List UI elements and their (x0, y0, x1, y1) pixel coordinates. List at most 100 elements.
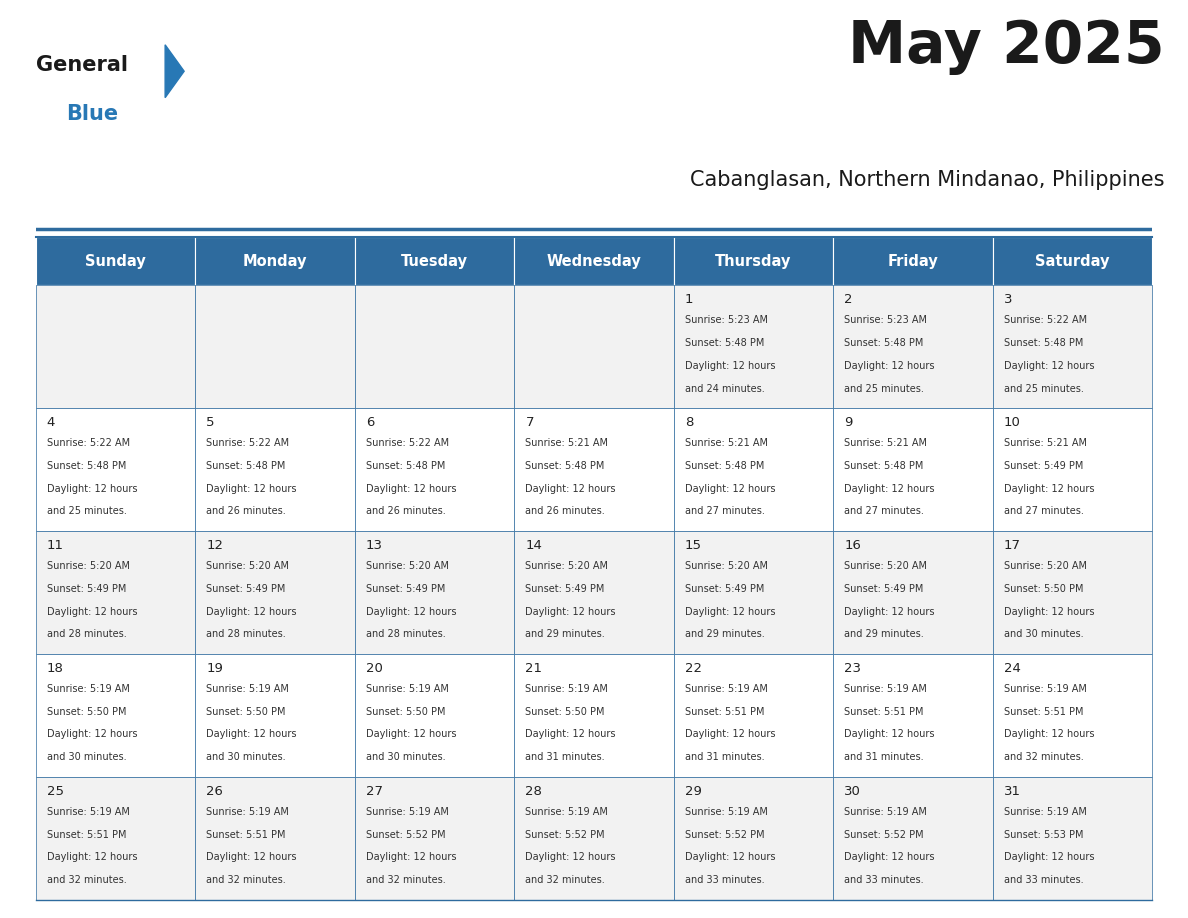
Text: Sunrise: 5:19 AM: Sunrise: 5:19 AM (685, 807, 767, 817)
Text: 7: 7 (525, 416, 533, 429)
Text: Sunset: 5:51 PM: Sunset: 5:51 PM (845, 707, 924, 717)
Text: Sunrise: 5:21 AM: Sunrise: 5:21 AM (525, 438, 608, 448)
Text: 27: 27 (366, 785, 383, 798)
Bar (674, 531, 833, 654)
Bar (355, 777, 514, 900)
Bar (36, 654, 195, 777)
Bar (514, 654, 674, 777)
Text: Daylight: 12 hours: Daylight: 12 hours (685, 852, 776, 862)
Text: Sunset: 5:53 PM: Sunset: 5:53 PM (1004, 830, 1083, 840)
Text: 31: 31 (1004, 785, 1020, 798)
Text: Sunset: 5:51 PM: Sunset: 5:51 PM (46, 830, 126, 840)
Text: Sunset: 5:50 PM: Sunset: 5:50 PM (525, 707, 605, 717)
Bar (833, 285, 993, 409)
Bar (36, 237, 195, 285)
Text: Daylight: 12 hours: Daylight: 12 hours (525, 484, 615, 494)
Text: 22: 22 (685, 662, 702, 675)
Text: Daylight: 12 hours: Daylight: 12 hours (525, 852, 615, 862)
Text: Sunset: 5:48 PM: Sunset: 5:48 PM (207, 461, 285, 471)
Text: Sunrise: 5:19 AM: Sunrise: 5:19 AM (207, 684, 289, 694)
Text: 10: 10 (1004, 416, 1020, 429)
Text: Sunset: 5:49 PM: Sunset: 5:49 PM (46, 584, 126, 594)
Text: Daylight: 12 hours: Daylight: 12 hours (46, 852, 138, 862)
Bar (36, 531, 195, 654)
Text: and 29 minutes.: and 29 minutes. (685, 629, 765, 639)
Text: and 33 minutes.: and 33 minutes. (685, 875, 765, 885)
Text: and 30 minutes.: and 30 minutes. (46, 752, 126, 762)
Bar (993, 409, 1152, 531)
Text: and 28 minutes.: and 28 minutes. (46, 629, 127, 639)
Bar (195, 409, 355, 531)
Bar (36, 285, 195, 409)
Text: Sunset: 5:49 PM: Sunset: 5:49 PM (1004, 461, 1083, 471)
Bar (514, 531, 674, 654)
Text: Daylight: 12 hours: Daylight: 12 hours (366, 852, 456, 862)
Text: Sunset: 5:48 PM: Sunset: 5:48 PM (525, 461, 605, 471)
Bar (674, 285, 833, 409)
Text: 29: 29 (685, 785, 702, 798)
Text: 5: 5 (207, 416, 215, 429)
Text: 3: 3 (1004, 293, 1012, 307)
Text: Daylight: 12 hours: Daylight: 12 hours (685, 607, 776, 617)
Text: 18: 18 (46, 662, 64, 675)
Text: Daylight: 12 hours: Daylight: 12 hours (207, 484, 297, 494)
Text: and 30 minutes.: and 30 minutes. (1004, 629, 1083, 639)
Bar (36, 409, 195, 531)
Text: Sunset: 5:49 PM: Sunset: 5:49 PM (845, 584, 924, 594)
Text: Daylight: 12 hours: Daylight: 12 hours (845, 852, 935, 862)
Text: Daylight: 12 hours: Daylight: 12 hours (366, 607, 456, 617)
Text: Sunset: 5:52 PM: Sunset: 5:52 PM (685, 830, 765, 840)
Bar (833, 654, 993, 777)
Text: Daylight: 12 hours: Daylight: 12 hours (207, 730, 297, 739)
Bar (833, 409, 993, 531)
Bar (993, 237, 1152, 285)
Bar (355, 654, 514, 777)
Text: 17: 17 (1004, 539, 1020, 552)
Text: Daylight: 12 hours: Daylight: 12 hours (1004, 730, 1094, 739)
Text: Daylight: 12 hours: Daylight: 12 hours (845, 607, 935, 617)
Text: and 33 minutes.: and 33 minutes. (845, 875, 924, 885)
Bar (195, 531, 355, 654)
Text: Sunset: 5:48 PM: Sunset: 5:48 PM (1004, 338, 1083, 348)
Text: 14: 14 (525, 539, 542, 552)
Bar (514, 777, 674, 900)
Text: May 2025: May 2025 (847, 18, 1164, 75)
Text: 21: 21 (525, 662, 543, 675)
Text: Daylight: 12 hours: Daylight: 12 hours (1004, 852, 1094, 862)
Text: Monday: Monday (242, 253, 308, 269)
Text: and 31 minutes.: and 31 minutes. (845, 752, 924, 762)
Text: Daylight: 12 hours: Daylight: 12 hours (1004, 361, 1094, 371)
Text: Sunrise: 5:19 AM: Sunrise: 5:19 AM (1004, 807, 1087, 817)
Text: Daylight: 12 hours: Daylight: 12 hours (46, 730, 138, 739)
Text: Sunset: 5:52 PM: Sunset: 5:52 PM (366, 830, 446, 840)
Text: and 25 minutes.: and 25 minutes. (845, 384, 924, 394)
Text: Sunrise: 5:23 AM: Sunrise: 5:23 AM (685, 315, 767, 325)
Text: Sunrise: 5:19 AM: Sunrise: 5:19 AM (46, 807, 129, 817)
Text: Sunrise: 5:21 AM: Sunrise: 5:21 AM (1004, 438, 1087, 448)
Text: Sunset: 5:49 PM: Sunset: 5:49 PM (366, 584, 446, 594)
Text: Sunrise: 5:20 AM: Sunrise: 5:20 AM (207, 561, 290, 571)
Text: and 29 minutes.: and 29 minutes. (525, 629, 605, 639)
Text: and 32 minutes.: and 32 minutes. (46, 875, 127, 885)
Text: Daylight: 12 hours: Daylight: 12 hours (525, 730, 615, 739)
Text: Sunrise: 5:19 AM: Sunrise: 5:19 AM (207, 807, 289, 817)
Text: 2: 2 (845, 293, 853, 307)
Text: Sunrise: 5:21 AM: Sunrise: 5:21 AM (685, 438, 767, 448)
Bar (355, 237, 514, 285)
Text: 8: 8 (685, 416, 694, 429)
Text: and 26 minutes.: and 26 minutes. (366, 507, 446, 517)
Bar (514, 285, 674, 409)
Text: Daylight: 12 hours: Daylight: 12 hours (46, 484, 138, 494)
Bar (514, 237, 674, 285)
Text: 16: 16 (845, 539, 861, 552)
Text: and 32 minutes.: and 32 minutes. (207, 875, 286, 885)
Text: Daylight: 12 hours: Daylight: 12 hours (366, 730, 456, 739)
Text: General: General (36, 55, 127, 75)
Text: and 26 minutes.: and 26 minutes. (207, 507, 286, 517)
Text: and 31 minutes.: and 31 minutes. (525, 752, 605, 762)
Bar (36, 777, 195, 900)
Text: 9: 9 (845, 416, 853, 429)
Text: Sunrise: 5:20 AM: Sunrise: 5:20 AM (46, 561, 129, 571)
Text: Sunset: 5:51 PM: Sunset: 5:51 PM (1004, 707, 1083, 717)
Text: Sunrise: 5:19 AM: Sunrise: 5:19 AM (525, 684, 608, 694)
